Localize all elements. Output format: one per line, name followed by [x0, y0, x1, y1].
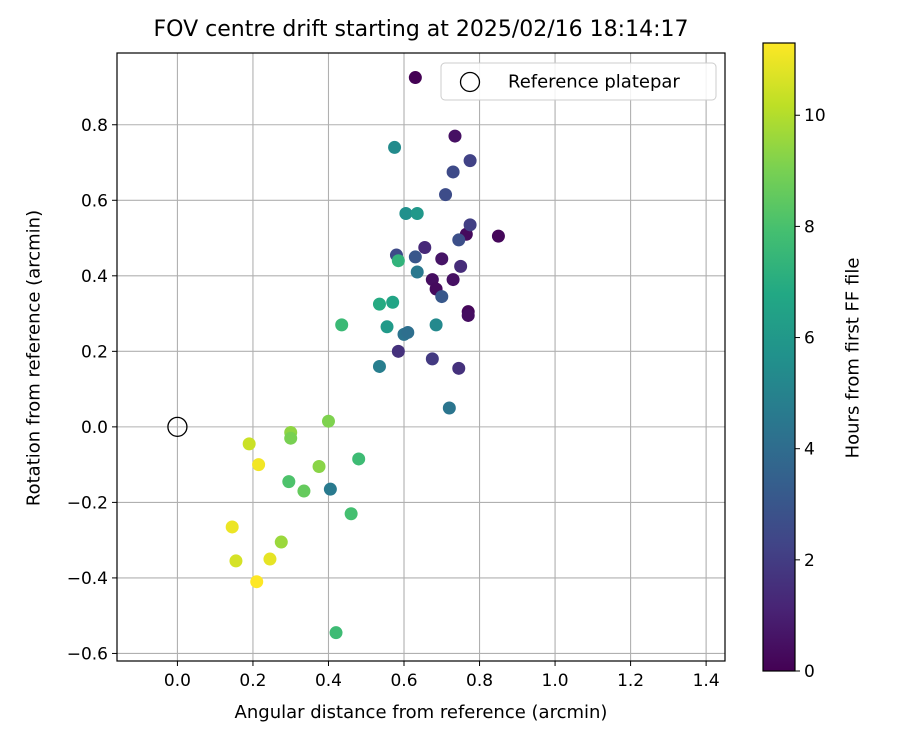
legend-label: Reference platepar [508, 72, 680, 93]
x-tick-label: 1.0 [542, 671, 569, 691]
data-point [452, 233, 466, 247]
data-point [429, 318, 443, 332]
data-point [297, 484, 311, 498]
data-point [274, 535, 288, 549]
data-point [252, 458, 266, 472]
data-point [408, 71, 422, 85]
data-point [372, 359, 386, 373]
y-tick-label: −0.4 [67, 569, 108, 589]
x-tick-label: 0.4 [315, 671, 342, 691]
y-tick-label: 0.0 [81, 418, 108, 438]
data-point [344, 507, 358, 521]
x-tick-label: 0.6 [390, 671, 417, 691]
y-tick-label: −0.6 [67, 644, 108, 664]
data-point [399, 206, 413, 220]
data-point [452, 361, 466, 375]
data-point [408, 250, 422, 264]
data-point [282, 475, 296, 489]
plot-frame [116, 52, 726, 662]
y-tick-label: 0.4 [81, 267, 108, 287]
data-point [491, 229, 505, 243]
data-point [435, 290, 449, 304]
reference-platepar-marker [167, 416, 188, 438]
data-point [386, 295, 400, 309]
data-point [446, 165, 460, 179]
x-axis-ticks: 0.0 0.2 0.4 0.6 0.8 1.0 1.2 1.4 [164, 661, 720, 691]
legend-box [440, 62, 717, 101]
grid-lines [117, 53, 725, 661]
colorbar-tick-label: 2 [804, 551, 815, 571]
data-point [418, 240, 432, 254]
y-tick-label: 0.8 [81, 116, 108, 136]
y-tick-label: −0.2 [67, 493, 108, 513]
data-point [312, 460, 326, 474]
data-point [439, 188, 453, 202]
data-point [425, 352, 439, 366]
data-point [461, 308, 475, 322]
data-point [435, 252, 449, 266]
data-point [321, 414, 335, 428]
colorbar-tick-label: 0 [804, 662, 815, 682]
data-point [225, 520, 239, 534]
y-tick-label: 0.2 [81, 342, 108, 362]
reference-marker-layer [167, 416, 188, 438]
colorbar-label: Hours from first FF file [842, 257, 864, 459]
data-point [380, 320, 394, 334]
data-points [225, 71, 505, 640]
data-point [410, 265, 424, 279]
data-point [463, 218, 477, 232]
data-point [242, 437, 256, 451]
y-axis-label: Rotation from reference (arcmin) [23, 209, 45, 507]
data-point [442, 401, 456, 415]
colorbar-tick-label: 8 [804, 217, 815, 237]
data-point [388, 140, 402, 154]
colorbar-tick-label: 6 [804, 329, 815, 349]
y-axis-ticks: −0.6 −0.4 −0.2 0.0 0.2 0.4 0.6 0.8 [67, 116, 117, 664]
colorbar-tick-label: 10 [804, 106, 826, 126]
colorbar-ticks: 0 2 4 6 8 10 [795, 106, 826, 682]
y-tick-label: 0.6 [81, 191, 108, 211]
data-point [352, 452, 366, 466]
colorbar [762, 42, 796, 672]
data-point [410, 206, 424, 220]
x-axis-label: Angular distance from reference (arcmin) [234, 702, 608, 723]
data-point [335, 318, 349, 332]
data-point [446, 273, 460, 287]
data-point [448, 129, 462, 143]
x-tick-label: 1.2 [617, 671, 644, 691]
x-tick-label: 1.4 [693, 671, 720, 691]
x-tick-label: 0.2 [239, 671, 266, 691]
legend-marker-open-circle [459, 71, 481, 93]
colorbar-tick-label: 4 [804, 440, 815, 460]
data-point [391, 344, 405, 358]
data-point [391, 254, 405, 268]
x-tick-label: 0.8 [466, 671, 493, 691]
data-point [229, 554, 243, 568]
data-point [323, 482, 337, 496]
data-point [284, 431, 298, 445]
legend: Reference platepar [440, 62, 717, 101]
data-point [372, 297, 386, 311]
data-point [454, 259, 468, 273]
chart-title: FOV centre drift starting at 2025/02/16 … [153, 17, 689, 42]
data-point [329, 626, 343, 640]
data-point [250, 575, 264, 589]
data-point [401, 325, 415, 339]
x-tick-label: 0.0 [164, 671, 191, 691]
data-point [463, 154, 477, 168]
data-point [263, 552, 277, 566]
